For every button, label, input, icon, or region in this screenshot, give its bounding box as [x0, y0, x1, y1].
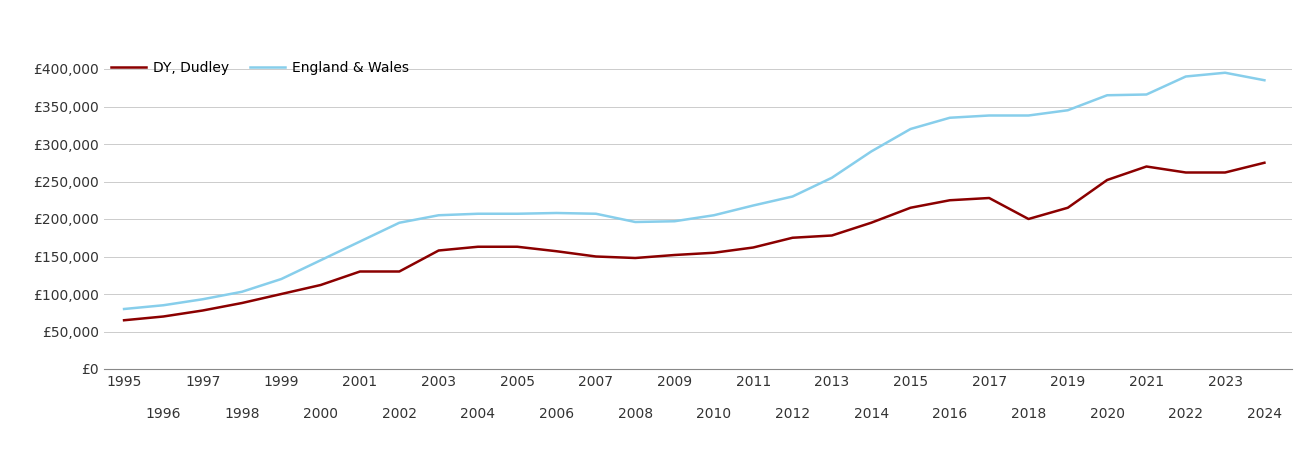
Line: DY, Dudley: DY, Dudley: [124, 163, 1265, 320]
DY, Dudley: [1139, 164, 1155, 169]
DY, Dudley: [392, 269, 407, 274]
Text: 2020: 2020: [1090, 407, 1125, 421]
Text: 2004: 2004: [461, 407, 496, 421]
DY, Dudley: [1060, 205, 1075, 211]
England & Wales: [392, 220, 407, 225]
England & Wales: [1257, 77, 1272, 83]
DY, Dudley: [942, 198, 958, 203]
England & Wales: [1218, 70, 1233, 76]
Text: 2016: 2016: [932, 407, 967, 421]
England & Wales: [589, 211, 604, 216]
Text: 2000: 2000: [303, 407, 338, 421]
DY, Dudley: [864, 220, 880, 225]
England & Wales: [549, 210, 565, 216]
Legend: DY, Dudley, England & Wales: DY, Dudley, England & Wales: [111, 61, 408, 75]
England & Wales: [470, 211, 485, 216]
England & Wales: [903, 126, 919, 132]
Text: 2002: 2002: [382, 407, 416, 421]
England & Wales: [745, 203, 761, 208]
England & Wales: [274, 276, 290, 282]
DY, Dudley: [706, 250, 722, 256]
DY, Dudley: [509, 244, 525, 249]
DY, Dudley: [589, 254, 604, 259]
DY, Dudley: [194, 308, 210, 313]
England & Wales: [784, 194, 800, 199]
England & Wales: [194, 297, 210, 302]
England & Wales: [942, 115, 958, 121]
DY, Dudley: [903, 205, 919, 211]
England & Wales: [116, 306, 132, 312]
England & Wales: [313, 257, 329, 263]
DY, Dudley: [1099, 177, 1114, 183]
Text: 2014: 2014: [853, 407, 889, 421]
Text: 2018: 2018: [1011, 407, 1047, 421]
DY, Dudley: [313, 282, 329, 288]
England & Wales: [823, 175, 839, 180]
England & Wales: [628, 219, 643, 225]
Text: 1998: 1998: [224, 407, 260, 421]
Text: 2022: 2022: [1168, 407, 1203, 421]
DY, Dudley: [155, 314, 171, 319]
DY, Dudley: [234, 300, 249, 306]
England & Wales: [1021, 113, 1036, 118]
England & Wales: [667, 219, 683, 224]
England & Wales: [234, 289, 249, 294]
DY, Dudley: [1218, 170, 1233, 175]
England & Wales: [1178, 74, 1194, 79]
England & Wales: [155, 302, 171, 308]
England & Wales: [352, 239, 368, 244]
DY, Dudley: [274, 291, 290, 297]
England & Wales: [1060, 108, 1075, 113]
England & Wales: [509, 211, 525, 216]
England & Wales: [431, 212, 446, 218]
Text: 1996: 1996: [146, 407, 181, 421]
England & Wales: [1099, 93, 1114, 98]
England & Wales: [1139, 92, 1155, 97]
DY, Dudley: [784, 235, 800, 240]
DY, Dudley: [352, 269, 368, 274]
DY, Dudley: [1257, 160, 1272, 166]
England & Wales: [864, 149, 880, 154]
Text: 2006: 2006: [539, 407, 574, 421]
DY, Dudley: [823, 233, 839, 238]
Text: 2012: 2012: [775, 407, 810, 421]
Line: England & Wales: England & Wales: [124, 73, 1265, 309]
England & Wales: [981, 113, 997, 118]
Text: 2010: 2010: [697, 407, 732, 421]
DY, Dudley: [667, 252, 683, 258]
DY, Dudley: [549, 248, 565, 254]
Text: 2024: 2024: [1246, 407, 1282, 421]
DY, Dudley: [431, 248, 446, 253]
DY, Dudley: [981, 195, 997, 201]
DY, Dudley: [470, 244, 485, 249]
Text: 2008: 2008: [617, 407, 652, 421]
DY, Dudley: [628, 255, 643, 261]
DY, Dudley: [745, 245, 761, 250]
England & Wales: [706, 212, 722, 218]
DY, Dudley: [1021, 216, 1036, 222]
DY, Dudley: [116, 318, 132, 323]
DY, Dudley: [1178, 170, 1194, 175]
